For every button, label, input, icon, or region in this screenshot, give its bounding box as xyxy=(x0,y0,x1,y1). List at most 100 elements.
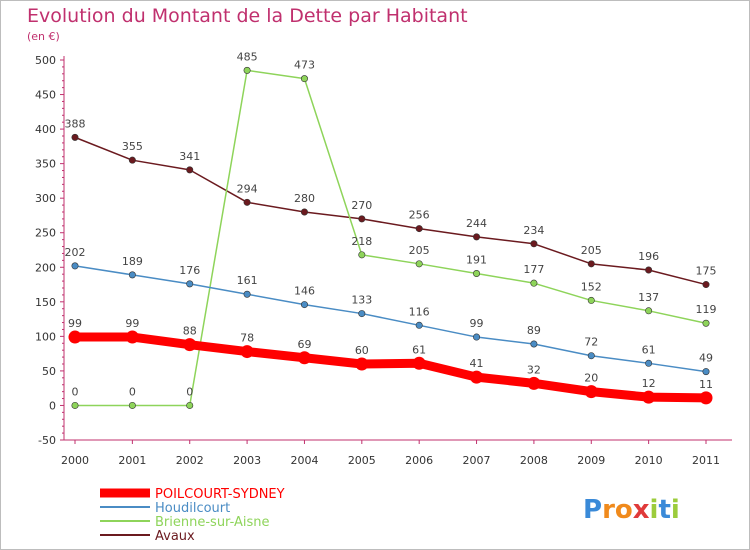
data-label-poilcourt-sydney: 11 xyxy=(699,378,713,391)
data-label-brienne-sur-aisne: 137 xyxy=(638,291,659,304)
data-point-brienne-sur-aisne xyxy=(186,401,194,409)
data-label-avaux: 196 xyxy=(638,250,659,263)
data-label-houdilcourt: 99 xyxy=(470,317,484,330)
data-label-poilcourt-sydney: 32 xyxy=(527,363,541,376)
data-label-poilcourt-sydney: 20 xyxy=(584,372,598,385)
y-tick-label: 350 xyxy=(35,158,56,171)
data-point-avaux xyxy=(587,260,595,268)
series-line-avaux xyxy=(74,136,707,286)
logo-letter: o xyxy=(615,495,633,525)
data-point-brienne-sur-aisne xyxy=(243,66,251,74)
data-point-brienne-sur-aisne xyxy=(473,269,481,277)
data-point-houdilcourt xyxy=(702,368,710,376)
data-label-houdilcourt: 133 xyxy=(351,294,372,307)
x-tick-label: 2009 xyxy=(577,454,605,467)
data-point-brienne-sur-aisne xyxy=(71,401,79,409)
logo-letter: i xyxy=(650,495,659,525)
data-label-avaux: 175 xyxy=(696,265,717,278)
data-label-brienne-sur-aisne: 205 xyxy=(409,244,430,257)
data-point-houdilcourt xyxy=(71,262,79,270)
chart-subtitle: (en €) xyxy=(27,30,60,43)
data-label-houdilcourt: 49 xyxy=(699,352,713,365)
series-layer xyxy=(68,66,713,409)
data-label-brienne-sur-aisne: 0 xyxy=(72,385,79,398)
data-point-houdilcourt xyxy=(530,340,538,348)
data-label-avaux: 205 xyxy=(581,244,602,257)
x-tick-label: 2011 xyxy=(692,454,720,467)
data-label-avaux: 244 xyxy=(466,217,487,230)
data-label-avaux: 256 xyxy=(409,209,430,222)
data-label-avaux: 270 xyxy=(351,199,372,212)
y-tick-label: -50 xyxy=(38,434,56,447)
x-tick-label: 2004 xyxy=(290,454,318,467)
data-point-brienne-sur-aisne xyxy=(587,296,595,304)
data-point-avaux xyxy=(645,266,653,274)
y-tick-label: 400 xyxy=(35,123,56,136)
data-label-brienne-sur-aisne: 218 xyxy=(351,235,372,248)
data-point-poilcourt-sydney xyxy=(470,370,484,384)
data-point-brienne-sur-aisne xyxy=(358,251,366,259)
x-tick-label: 2003 xyxy=(233,454,261,467)
data-point-brienne-sur-aisne xyxy=(702,319,710,327)
chart-title: Evolution du Montant de la Dette par Hab… xyxy=(27,5,468,27)
data-point-poilcourt-sydney xyxy=(183,338,197,352)
data-label-houdilcourt: 72 xyxy=(584,336,598,349)
data-point-houdilcourt xyxy=(415,321,423,329)
y-tick-label: 200 xyxy=(35,261,56,274)
logo-letter: r xyxy=(602,495,615,525)
y-tick-label: 300 xyxy=(35,192,56,205)
x-tick-label: 2010 xyxy=(635,454,663,467)
data-point-poilcourt-sydney xyxy=(355,357,369,371)
data-point-brienne-sur-aisne xyxy=(415,260,423,268)
data-label-brienne-sur-aisne: 0 xyxy=(129,385,136,398)
data-label-houdilcourt: 116 xyxy=(409,305,430,318)
data-label-avaux: 234 xyxy=(523,224,544,237)
data-point-houdilcourt xyxy=(186,280,194,288)
data-point-brienne-sur-aisne xyxy=(530,279,538,287)
data-label-avaux: 341 xyxy=(179,150,200,163)
y-tick-label: 150 xyxy=(35,296,56,309)
data-label-poilcourt-sydney: 41 xyxy=(470,357,484,370)
data-label-avaux: 388 xyxy=(65,117,86,130)
y-tick-label: 500 xyxy=(35,54,56,67)
data-point-poilcourt-sydney xyxy=(699,391,713,405)
y-tick-label: 250 xyxy=(35,227,56,240)
proxiti-logo: Proxiti xyxy=(583,495,680,525)
y-tick-label: 100 xyxy=(35,330,56,343)
legend-label-avaux: Avaux xyxy=(155,529,195,544)
x-tick-label: 2001 xyxy=(118,454,146,467)
data-label-brienne-sur-aisne: 152 xyxy=(581,280,602,293)
data-point-avaux xyxy=(530,240,538,248)
data-point-avaux xyxy=(71,133,79,141)
data-label-poilcourt-sydney: 61 xyxy=(412,343,426,356)
data-point-avaux xyxy=(300,208,308,216)
data-label-brienne-sur-aisne: 191 xyxy=(466,253,487,266)
legend: POILCOURT-SYDNEYHoudilcourtBrienne-sur-A… xyxy=(100,487,285,544)
data-point-avaux xyxy=(128,156,136,164)
data-point-brienne-sur-aisne xyxy=(645,307,653,315)
data-label-poilcourt-sydney: 69 xyxy=(297,338,311,351)
data-point-houdilcourt xyxy=(587,352,595,360)
data-label-houdilcourt: 176 xyxy=(179,264,200,277)
data-label-brienne-sur-aisne: 485 xyxy=(237,50,258,63)
data-point-poilcourt-sydney xyxy=(642,390,656,404)
data-label-houdilcourt: 202 xyxy=(65,246,86,259)
data-label-poilcourt-sydney: 99 xyxy=(68,317,82,330)
data-label-poilcourt-sydney: 78 xyxy=(240,332,254,345)
data-point-brienne-sur-aisne xyxy=(300,75,308,83)
data-point-avaux xyxy=(186,166,194,174)
data-point-poilcourt-sydney xyxy=(240,345,254,359)
x-tick-label: 2005 xyxy=(348,454,376,467)
data-label-brienne-sur-aisne: 119 xyxy=(696,303,717,316)
data-point-houdilcourt xyxy=(128,271,136,279)
x-tick-label: 2006 xyxy=(405,454,433,467)
y-tick-label: 450 xyxy=(35,89,56,102)
legend-label-brienne-sur-aisne: Brienne-sur-Aisne xyxy=(155,515,270,530)
data-label-brienne-sur-aisne: 0 xyxy=(186,385,193,398)
x-tick-label: 2002 xyxy=(176,454,204,467)
data-label-houdilcourt: 189 xyxy=(122,255,143,268)
y-tick-label: 0 xyxy=(49,399,56,412)
legend-label-poilcourt-sydney: POILCOURT-SYDNEY xyxy=(155,487,285,502)
